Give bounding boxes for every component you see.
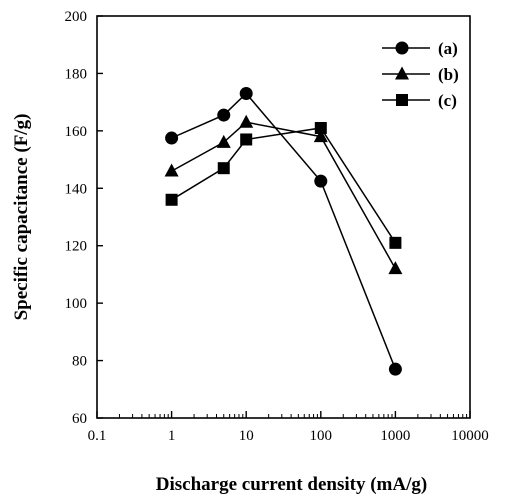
data-point (217, 162, 230, 175)
data-point (314, 174, 328, 188)
series-a (165, 87, 402, 376)
legend-entry: (b) (382, 65, 459, 84)
series-layer (164, 87, 403, 376)
data-point (388, 261, 403, 275)
plot-frame (96, 15, 471, 419)
data-point (165, 193, 178, 206)
x-axis-title: Discharge current density (mA/g) (156, 474, 427, 495)
data-point (388, 362, 402, 376)
legend-marker (395, 66, 409, 80)
x-tick-label: 1000 (380, 428, 410, 444)
y-tick-label: 100 (65, 296, 88, 312)
y-tick-label: 60 (72, 411, 87, 427)
y-tick-label: 80 (72, 354, 87, 370)
legend-label: (c) (438, 91, 457, 110)
data-point (165, 131, 179, 145)
data-point (314, 121, 327, 134)
x-tick-label: 100 (310, 428, 333, 444)
data-point (313, 129, 328, 143)
series-line (171, 121, 397, 270)
data-point (239, 87, 253, 101)
series-c (165, 121, 402, 249)
data-point (217, 108, 231, 122)
legend-label: (b) (438, 65, 459, 84)
legend-marker (396, 94, 408, 106)
series-line (171, 127, 397, 244)
data-point (239, 114, 254, 128)
x-tick-label: 1 (168, 428, 176, 444)
legend-entry: (a) (382, 39, 458, 58)
x-tick-label: 10000 (451, 428, 489, 444)
series-line (171, 92, 397, 370)
legend-marker (395, 41, 409, 55)
x-tick-label: 0.1 (88, 428, 107, 444)
y-tick-label: 140 (65, 181, 88, 197)
legend-label: (a) (438, 39, 458, 58)
data-point (216, 134, 231, 148)
x-tick-label: 10 (239, 428, 254, 444)
y-tick-label: 120 (65, 239, 88, 255)
y-axis-title: Specific capacitance (F/g) (11, 114, 32, 321)
legend-entry: (c) (382, 91, 457, 110)
data-point (389, 236, 402, 249)
plot-area: 60 80 100 120 140 160 180 200 0.1 1 10 100 1000 10000 (65, 9, 489, 444)
y-tick-label: 180 (65, 66, 88, 82)
data-point (164, 163, 179, 177)
legend: (a) (b) (c) (382, 39, 459, 110)
series-b (164, 114, 403, 275)
y-tick-label: 200 (65, 9, 88, 25)
y-tick-label: 160 (65, 124, 88, 140)
data-point (240, 133, 253, 146)
